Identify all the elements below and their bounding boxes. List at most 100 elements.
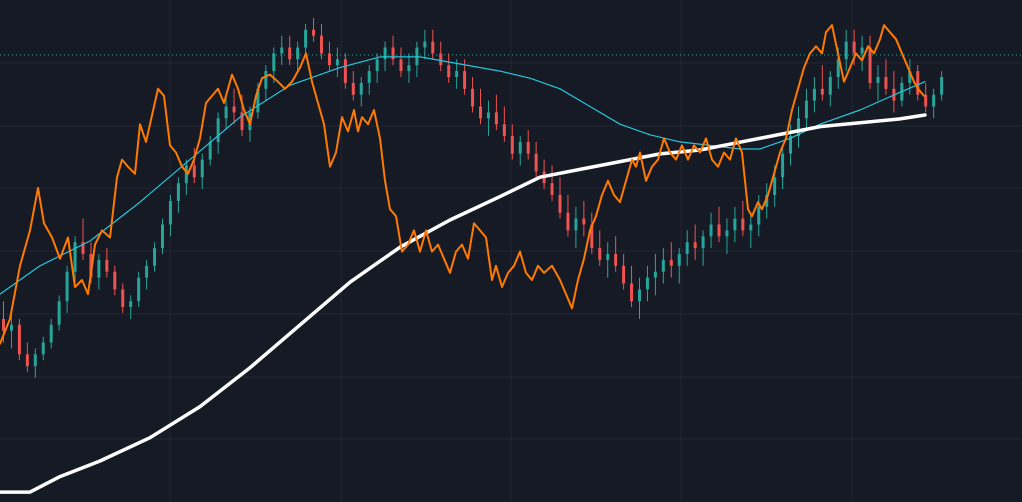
candle-body <box>288 47 292 60</box>
candle-body <box>677 254 681 266</box>
candle-body <box>510 136 514 154</box>
candle-body <box>463 71 467 89</box>
candle-body <box>502 124 506 136</box>
candle-body <box>653 271 657 278</box>
candle-body <box>685 242 689 254</box>
candle-body <box>550 183 554 195</box>
candle-body <box>145 265 149 278</box>
candle-body <box>49 324 53 343</box>
candle-body <box>566 212 570 231</box>
candle-body <box>280 47 284 54</box>
candle-body <box>25 354 29 367</box>
candle-body <box>494 112 498 125</box>
candle-body <box>932 94 936 107</box>
candle-body <box>367 71 371 83</box>
candle-body <box>661 259 665 272</box>
candle-body <box>741 218 745 231</box>
candle-body <box>41 342 45 355</box>
candle-body <box>717 224 721 237</box>
candle-body <box>57 301 61 325</box>
candle-body <box>534 153 538 172</box>
candle-body <box>113 271 117 290</box>
candle-body <box>812 88 816 101</box>
candle-body <box>884 77 888 89</box>
candle-body <box>105 259 109 272</box>
candle-body <box>335 59 339 66</box>
candle-body <box>916 71 920 95</box>
candle-body <box>590 224 594 249</box>
candle-body <box>89 254 93 278</box>
candle-body <box>97 259 101 278</box>
candle-body <box>176 183 180 201</box>
ma-fast-line <box>0 56 926 295</box>
candle-body <box>908 71 912 83</box>
candle-body <box>383 47 387 60</box>
candle-body <box>749 224 753 231</box>
candle-body <box>820 88 824 95</box>
candle-body <box>121 289 125 308</box>
candle-body <box>9 324 13 331</box>
candle-body <box>81 242 85 254</box>
candle-body <box>240 112 244 131</box>
candle-body <box>733 218 737 231</box>
candle-body <box>669 259 673 266</box>
candle-body <box>304 29 308 48</box>
candle-body <box>168 200 172 225</box>
candle-body <box>129 301 133 308</box>
candle-body <box>192 165 196 178</box>
candle-body <box>33 354 37 367</box>
candle-body <box>312 29 316 36</box>
candle-body <box>320 35 323 54</box>
candle-body <box>781 153 785 178</box>
candle-body <box>797 118 800 136</box>
candle-body <box>272 53 276 72</box>
candle-body <box>645 277 649 290</box>
candle-body <box>399 59 403 72</box>
candle-body <box>757 206 761 225</box>
candle-body <box>375 59 379 72</box>
candle-body <box>455 71 459 77</box>
candle-body <box>582 218 586 225</box>
candle-body <box>486 112 490 119</box>
candle-body <box>232 106 236 113</box>
candle-body <box>161 224 164 249</box>
candle-body <box>701 236 705 249</box>
candle-body <box>558 195 562 213</box>
candle-body <box>359 82 363 95</box>
ma-slow-line <box>0 113 927 494</box>
candle-body <box>439 53 443 66</box>
candle-body <box>153 248 157 266</box>
candle-body <box>804 100 808 119</box>
candle-body <box>638 289 641 302</box>
candle-body <box>844 41 848 60</box>
candle-body <box>614 254 618 266</box>
candle-body <box>828 77 832 95</box>
candle-body <box>391 47 395 60</box>
candles <box>2 18 944 378</box>
candle-body <box>940 77 944 95</box>
candle-body <box>256 88 260 113</box>
candle-body <box>17 324 21 355</box>
candle-body <box>447 65 451 77</box>
oscillator-line <box>0 24 925 345</box>
candle-body <box>773 177 777 195</box>
indicator-lines <box>0 24 927 494</box>
candle-body <box>431 41 435 54</box>
candle-body <box>137 277 141 302</box>
candle-body <box>2 318 5 331</box>
candle-body <box>224 106 228 119</box>
candle-body <box>622 265 626 284</box>
candle-body <box>343 59 347 83</box>
candle-body <box>836 59 840 77</box>
candle-body <box>860 47 864 54</box>
candle-body <box>423 41 427 48</box>
candle-body <box>876 77 880 83</box>
candle-body <box>407 65 411 72</box>
candle-body <box>296 47 300 60</box>
candle-body <box>184 165 188 184</box>
candle-body <box>598 248 602 260</box>
candle-body <box>868 47 872 83</box>
candle-body <box>518 141 522 154</box>
